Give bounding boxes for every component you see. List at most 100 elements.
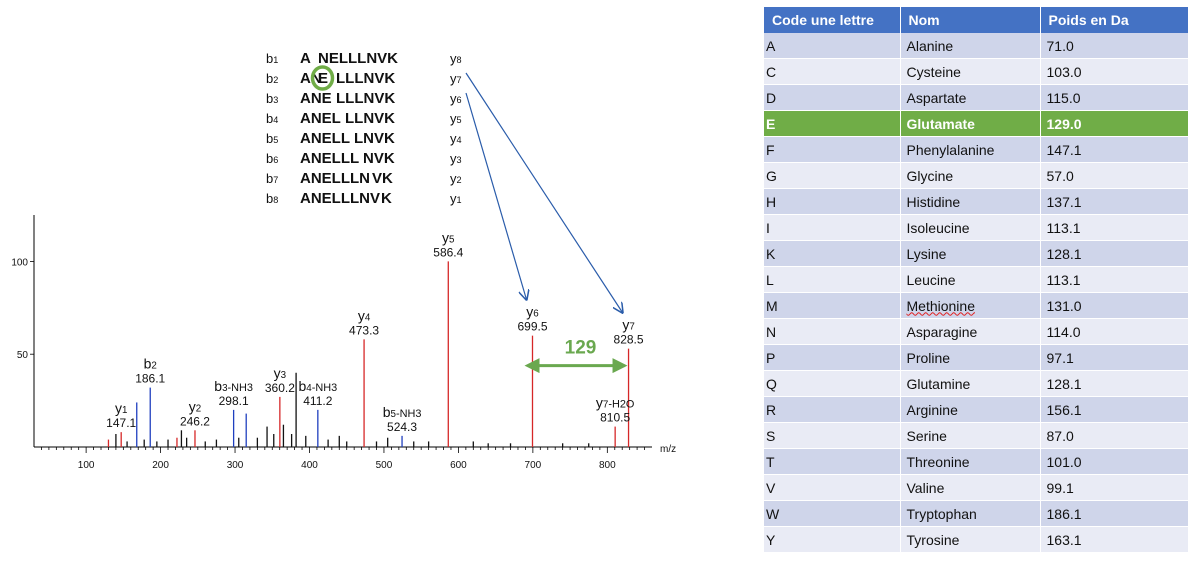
- y-ion-index: y3: [450, 151, 462, 166]
- sequence-left: ANELLLN: [300, 170, 370, 187]
- y-ion-index: y4: [450, 131, 462, 146]
- peak-ion-label: y1: [115, 400, 127, 416]
- sequence-left: A: [300, 50, 311, 67]
- amino-acid-name: Lysine: [900, 240, 1041, 267]
- amino-acid-mass: 131.0: [1040, 292, 1189, 319]
- amino-acid-name: Threonine: [900, 448, 1041, 475]
- amino-acid-code: V: [764, 474, 901, 501]
- peak-mz-label: 360.2: [265, 381, 295, 395]
- amino-acid-code: R: [764, 396, 901, 423]
- table-row: Q Glutamine 128.1: [764, 370, 1189, 397]
- peak-mz-label: 298.1: [219, 394, 249, 408]
- amino-acid-name: Glutamine: [900, 370, 1041, 397]
- peak-ion-label: y2: [189, 398, 201, 414]
- amino-acid-mass: 137.1: [1040, 188, 1189, 215]
- amino-acid-code: C: [764, 58, 901, 85]
- sequence-left: ANE: [300, 90, 332, 107]
- amino-acid-code: Q: [764, 370, 901, 397]
- sequence-left: ANELL: [300, 130, 350, 147]
- peak-mz-label: 411.2: [303, 394, 332, 408]
- amino-acid-mass: 101.0: [1040, 448, 1189, 475]
- amino-acid-name: Glutamate: [900, 110, 1041, 137]
- amino-acid-mass: 156.1: [1040, 396, 1189, 423]
- peak-ion-label: b5-NH3: [383, 404, 422, 420]
- table-row: A Alanine 71.0: [764, 33, 1189, 59]
- table-row: F Phenylalanine 147.1: [764, 136, 1189, 163]
- amino-acid-name: Histidine: [900, 188, 1041, 215]
- amino-acid-name: Isoleucine: [900, 214, 1041, 241]
- table-row: K Lysine 128.1: [764, 240, 1189, 267]
- amino-acid-mass: 103.0: [1040, 58, 1189, 85]
- amino-acid-name: Tryptophan: [900, 500, 1041, 527]
- amino-acid-mass: 113.1: [1040, 266, 1189, 293]
- amino-acid-mass: 115.0: [1040, 84, 1189, 111]
- amino-acid-code: K: [764, 240, 901, 267]
- table-row: Y Tyrosine 163.1: [764, 526, 1189, 553]
- amino-acid-mass: 99.1: [1040, 474, 1189, 501]
- peak-mz-label: 147.1: [106, 416, 136, 430]
- table-row: T Threonine 101.0: [764, 448, 1189, 475]
- amino-acid-mass: 128.1: [1040, 240, 1189, 267]
- table-row: V Valine 99.1: [764, 474, 1189, 501]
- x-tick-label: 100: [78, 460, 95, 471]
- x-unit-label: m/z: [660, 444, 676, 455]
- table-header-row: Code une lettre Nom Poids en Da: [764, 7, 1189, 33]
- amino-acid-code: M: [764, 292, 901, 319]
- x-tick-label: 400: [301, 460, 318, 471]
- peak-mz-label: 810.5: [600, 411, 630, 425]
- peak-mz-label: 186.1: [135, 372, 165, 386]
- amino-acid-code: W: [764, 500, 901, 527]
- amino-acid-code: A: [764, 33, 901, 59]
- table-row: H Histidine 137.1: [764, 188, 1189, 215]
- b-ion-index: b4: [266, 111, 278, 126]
- amino-acid-name: Aspartate: [900, 84, 1041, 111]
- peak-mz-label: 246.2: [180, 414, 210, 428]
- y-ion-index: y7: [450, 71, 462, 86]
- b-ion-index: b7: [266, 171, 278, 186]
- peak-mz-label: 586.4: [433, 245, 463, 259]
- amino-acid-name: Tyrosine: [900, 526, 1041, 553]
- x-tick-label: 200: [152, 460, 169, 471]
- peak-ion-label: y4: [358, 307, 371, 323]
- x-tick-label: 600: [450, 460, 467, 471]
- header-code: Code une lettre: [764, 7, 901, 33]
- amino-acid-mass: 147.1: [1040, 136, 1189, 163]
- header-name: Nom: [900, 7, 1041, 33]
- x-tick-label: 500: [376, 460, 393, 471]
- b-ion-index: b6: [266, 151, 278, 166]
- b-ion-index: b1: [266, 51, 278, 66]
- fragment-mapping-arrow: [465, 72, 623, 313]
- peak-mz-label: 828.5: [614, 333, 644, 347]
- b-ion-index: b5: [266, 131, 278, 146]
- sequence-left: ANELLLNV: [300, 190, 380, 207]
- sequence-left: ANEL: [300, 110, 341, 127]
- amino-acid-name: Methionine: [900, 292, 1041, 319]
- b-ion-index: b8: [266, 191, 278, 206]
- amino-acid-mass: 97.1: [1040, 344, 1189, 371]
- amino-acid-mass: 186.1: [1040, 500, 1189, 527]
- amino-acid-name: Valine: [900, 474, 1041, 501]
- b-ion-index: b3: [266, 91, 278, 106]
- peak-mz-label: 473.3: [349, 323, 379, 337]
- sequence-right: LLLNVK: [336, 70, 395, 87]
- peak-ion-label: y5: [442, 229, 455, 245]
- peak-ion-label: y7: [622, 317, 634, 333]
- sequence-right: NVK: [363, 150, 395, 167]
- amino-acid-name: Arginine: [900, 396, 1041, 423]
- amino-acid-name: Cysteine: [900, 58, 1041, 85]
- residue-highlight-circle: [310, 65, 335, 91]
- sequence-right: K: [381, 190, 392, 207]
- y-tick-label: 50: [17, 350, 29, 361]
- peak-ion-label: y3: [274, 365, 287, 381]
- header-mass: Poids en Da: [1040, 7, 1189, 33]
- amino-acid-code: E: [764, 110, 901, 137]
- sequence-right: LLNVK: [345, 110, 395, 127]
- amino-acid-mass: 71.0: [1040, 33, 1189, 59]
- amino-acid-code: G: [764, 162, 901, 189]
- amino-acid-code: I: [764, 214, 901, 241]
- peak-ion-label: b2: [144, 356, 157, 372]
- peak-ion-label: y6: [526, 304, 539, 320]
- amino-acid-code: L: [764, 266, 901, 293]
- amino-acid-code: Y: [764, 526, 901, 553]
